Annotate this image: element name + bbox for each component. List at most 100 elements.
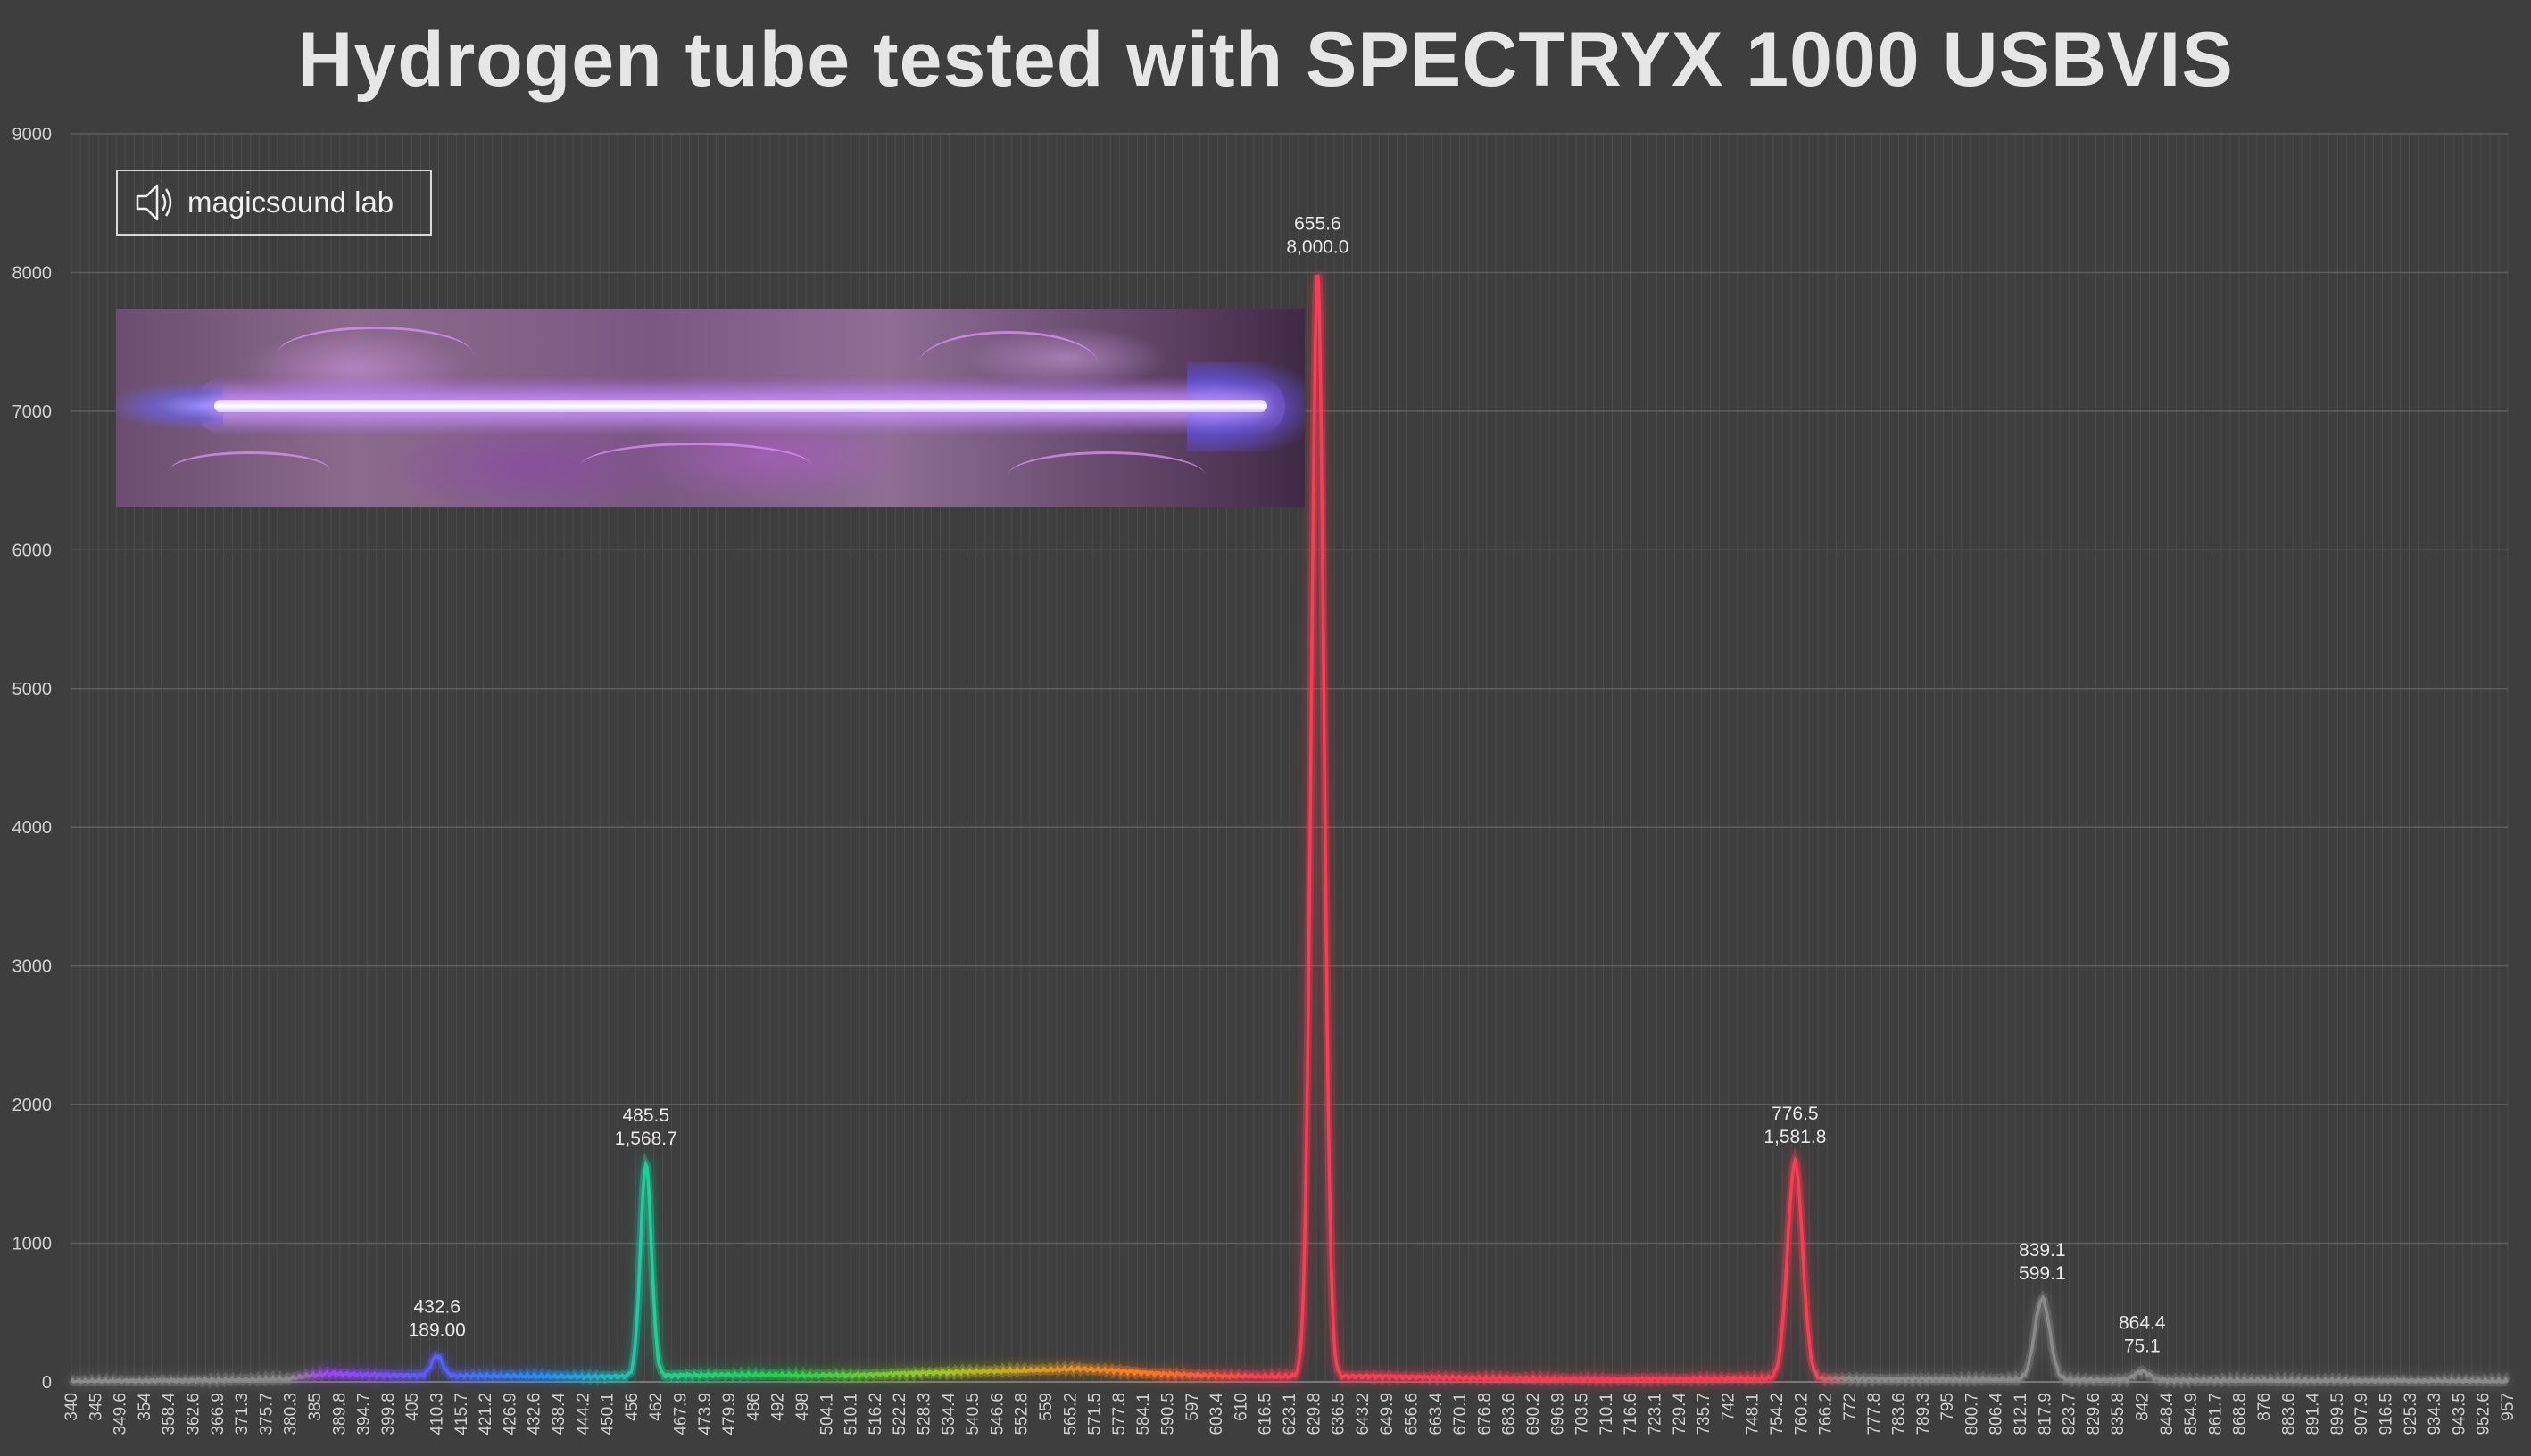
x-tick-label: 723.1	[1647, 1393, 1665, 1435]
x-tick-label: 663.4	[1427, 1393, 1446, 1435]
x-tick-label: 552.8	[1013, 1393, 1032, 1435]
x-tick-label: 848.4	[2158, 1393, 2177, 1435]
x-tick-label: 522.2	[891, 1393, 909, 1435]
chart-title: Hydrogen tube tested with SPECTRYX 1000 …	[297, 17, 2234, 103]
x-tick-label: 492	[769, 1393, 788, 1421]
peak-intensity-label: 8,000.0	[1286, 236, 1348, 257]
x-tick-label: 450.1	[599, 1393, 618, 1435]
x-tick-label: 748.1	[1744, 1393, 1763, 1435]
x-tick-label: 456	[623, 1393, 642, 1421]
y-tick-label: 7000	[12, 402, 53, 422]
x-tick-label: 676.8	[1475, 1393, 1494, 1435]
y-tick-label: 2000	[12, 1096, 53, 1115]
x-tick-label: 405	[403, 1393, 422, 1421]
peak-intensity-label: 1,568.7	[615, 1129, 677, 1149]
x-tick-label: 934.3	[2426, 1393, 2444, 1435]
x-tick-label: 907.9	[2353, 1393, 2371, 1435]
x-tick-label: 394.7	[355, 1393, 374, 1435]
x-axis: 340 345 349.6 354 358.4 362.6 366.9 371.3 375.7 3…	[62, 1381, 2518, 1435]
x-tick-label: 891.4	[2304, 1393, 2323, 1435]
peak-wavelength-label: 432.6	[413, 1297, 461, 1318]
x-tick-label: 916.5	[2377, 1393, 2396, 1435]
x-tick-label: 504.1	[817, 1393, 836, 1435]
y-tick-label: 4000	[12, 818, 53, 838]
x-tick-label: 710.1	[1597, 1393, 1616, 1435]
x-tick-label: 590.5	[1159, 1393, 1178, 1435]
x-tick-label: 861.7	[2206, 1393, 2225, 1435]
x-tick-label: 783.6	[1890, 1393, 1909, 1435]
x-tick-label: 742	[1719, 1393, 1738, 1421]
y-tick-label: 1000	[12, 1235, 53, 1254]
x-tick-label: 534.4	[940, 1393, 958, 1435]
x-tick-label: 546.6	[988, 1393, 1007, 1435]
x-tick-label: 467.9	[672, 1393, 691, 1435]
x-tick-label: 340	[62, 1393, 81, 1421]
x-tick-label: 415.7	[452, 1393, 471, 1435]
peak-wavelength-label: 839.1	[2019, 1240, 2066, 1261]
x-tick-label: 389.8	[330, 1393, 349, 1435]
x-tick-label: 616.5	[1257, 1393, 1275, 1435]
x-tick-label: 462	[647, 1393, 666, 1421]
x-tick-label: 777.8	[1865, 1393, 1884, 1435]
y-tick-label: 9000	[12, 125, 53, 145]
x-tick-label: 766.2	[1817, 1393, 1836, 1435]
x-tick-label: 571.5	[1086, 1393, 1105, 1435]
peak-intensity-label: 189.00	[409, 1320, 466, 1341]
x-tick-label: 772	[1841, 1393, 1860, 1421]
peak-wavelength-label: 864.4	[2119, 1312, 2166, 1333]
x-tick-label: 354	[136, 1393, 154, 1421]
x-tick-label: 438.4	[550, 1393, 568, 1435]
x-tick-label: 528.3	[916, 1393, 934, 1435]
x-tick-label: 565.2	[1061, 1393, 1080, 1435]
y-tick-label: 3000	[12, 957, 53, 977]
spectrum-line	[71, 274, 2510, 1385]
x-tick-label: 656.6	[1403, 1393, 1422, 1435]
x-tick-label: 432.6	[526, 1393, 544, 1435]
speaker-icon	[136, 184, 172, 221]
x-tick-label: 479.9	[720, 1393, 739, 1435]
x-tick-label: 876	[2255, 1393, 2274, 1421]
x-tick-label: 498	[793, 1393, 812, 1421]
logo: magicsound lab	[116, 170, 432, 236]
x-tick-label: 754.2	[1768, 1393, 1787, 1435]
y-tick-label: 8000	[12, 263, 53, 283]
peak-wavelength-label: 485.5	[623, 1105, 670, 1126]
x-tick-label: 735.7	[1695, 1393, 1714, 1435]
x-tick-label: 559	[1037, 1393, 1056, 1421]
x-tick-label: 823.7	[2061, 1393, 2079, 1435]
x-tick-label: 842	[2134, 1393, 2153, 1421]
y-tick-label: 6000	[12, 541, 53, 560]
x-tick-label: 399.8	[379, 1393, 398, 1435]
logo-text: magicsound lab	[187, 186, 394, 219]
x-tick-label: 854.9	[2182, 1393, 2201, 1435]
peak-wavelength-label: 655.6	[1294, 213, 1341, 234]
x-tick-label: 362.6	[185, 1393, 203, 1435]
x-tick-label: 696.9	[1548, 1393, 1567, 1435]
x-tick-label: 473.9	[696, 1393, 715, 1435]
x-tick-label: 516.2	[867, 1393, 885, 1435]
x-tick-label: 690.2	[1524, 1393, 1543, 1435]
x-tick-label: 597	[1183, 1393, 1202, 1421]
x-tick-label: 358.4	[160, 1393, 178, 1435]
x-tick-label: 716.6	[1622, 1393, 1640, 1435]
x-tick-label: 410.3	[428, 1393, 447, 1435]
x-tick-label: 883.6	[2279, 1393, 2298, 1435]
x-tick-label: 760.2	[1792, 1393, 1811, 1435]
x-tick-label: 789.3	[1914, 1393, 1933, 1435]
y-tick-label: 5000	[12, 680, 53, 699]
x-tick-label: 444.2	[574, 1393, 593, 1435]
x-tick-label: 629.8	[1305, 1393, 1324, 1435]
peak-intensity-label: 1,581.8	[1763, 1127, 1826, 1147]
x-tick-label: 371.3	[233, 1393, 252, 1435]
x-tick-label: 577.8	[1110, 1393, 1129, 1435]
hydrogen-tube-photo	[116, 309, 1305, 507]
x-tick-label: 817.9	[2036, 1393, 2054, 1435]
x-tick-label: 899.5	[2328, 1393, 2347, 1435]
x-tick-label: 375.7	[257, 1393, 276, 1435]
x-tick-label: 540.5	[964, 1393, 983, 1435]
x-tick-label: 952.6	[2475, 1393, 2494, 1435]
x-tick-label: 349.6	[112, 1393, 130, 1435]
y-axis: 0 1000 2000 3000 4000 5000 6000 7000 8000 9000	[12, 125, 53, 1393]
